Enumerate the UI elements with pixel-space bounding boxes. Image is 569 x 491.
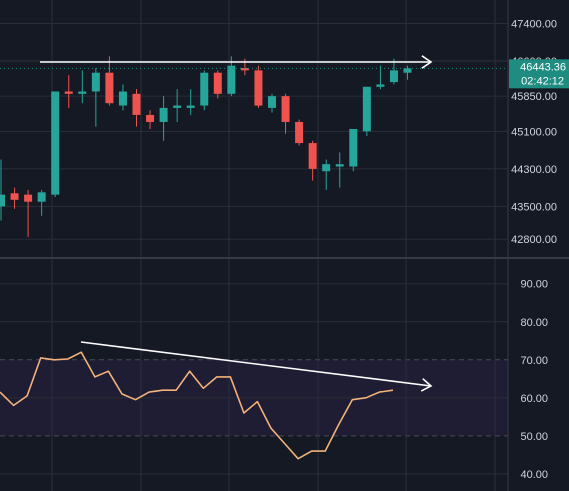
rsi-line-group [0,351,394,460]
rsi-tick-label: 60.00 [520,393,548,405]
divergence-arrow [80,341,433,392]
candle-body [78,91,87,94]
candle-body [91,72,100,92]
candle [51,91,60,198]
candle [335,152,344,188]
price-tick-label: 44300.00 [511,164,557,176]
candle [268,93,276,113]
candle-body [254,70,263,106]
candle [24,189,33,237]
price-tick-label: 47400.00 [511,18,557,30]
candle [159,96,168,141]
candle-body [213,72,222,94]
candle [200,70,209,111]
candle [349,129,358,172]
candle-body [322,164,331,172]
price-tick-label: 42800.00 [511,234,557,246]
price-tick-label: 45100.00 [511,126,557,138]
candle [227,56,236,97]
divergence-arrow-head [420,378,433,392]
candle-body [200,72,209,106]
candle-body [159,107,168,122]
candle [389,58,398,85]
candle-body [362,86,371,132]
candle [118,84,127,111]
candle [376,65,385,90]
rsi-tick-label: 90.00 [520,279,548,291]
candle-body [118,91,127,106]
resistance-arrow-head [421,55,433,69]
price-pane-grid [0,0,508,258]
rsi-tick-label: 70.00 [520,355,548,367]
rsi-tick-label: 40.00 [520,469,548,481]
candle [186,89,195,115]
candle-body [146,114,155,122]
candle-body [389,70,398,83]
candle [213,70,222,99]
rsi-pane-grid [0,259,508,491]
candle [146,110,155,129]
candle [37,189,46,216]
candle-body [227,65,236,94]
rsi-tick-label: 80.00 [520,317,548,329]
price-candles [0,56,412,237]
candle-body [403,68,412,73]
candle [281,93,290,134]
candle-body [186,105,195,108]
candle [91,68,100,127]
price-tick-label: 45850.00 [511,91,557,103]
candle-body [132,93,141,115]
rsi-tick-label: 50.00 [520,431,548,443]
candle-body [0,194,5,207]
candle [254,65,263,108]
last-price-tag: 46443.36 02:42:12 [0,59,569,89]
candle [295,119,304,146]
candle [132,89,141,127]
candle-body [173,105,182,108]
candle-body [240,68,249,71]
candle-body [281,96,290,122]
candle [322,159,331,190]
candle-body [10,193,19,200]
rsi-axis[interactable]: 90.00 80.00 70.00 60.00 50.00 40.00 [520,279,548,481]
candle [308,140,317,181]
candle [10,187,19,209]
candle-body [64,91,73,94]
price-tick-label: 43500.00 [511,201,557,213]
candle-body [335,164,344,167]
resistance-arrow [40,55,433,69]
divergence-arrow-shaft [80,341,432,387]
candle [0,159,5,221]
candle [78,70,87,104]
last-price-tag-bg [509,59,569,89]
candle-body [308,143,317,169]
candle-body [295,121,304,144]
last-price-value: 46443.36 [520,61,566,73]
rsi-line [0,351,394,460]
candle-body [51,91,60,195]
candle [105,56,114,106]
candle [64,75,73,108]
candle-body [268,96,276,108]
candle [173,89,182,122]
candle-body [349,129,358,167]
bar-countdown: 02:42:12 [521,75,564,87]
candle-body [37,192,46,202]
candle [403,65,412,80]
candle-body [24,194,33,202]
candle-body [376,84,385,87]
candle [362,86,371,137]
drawings [40,55,433,392]
candle-body [105,72,114,104]
